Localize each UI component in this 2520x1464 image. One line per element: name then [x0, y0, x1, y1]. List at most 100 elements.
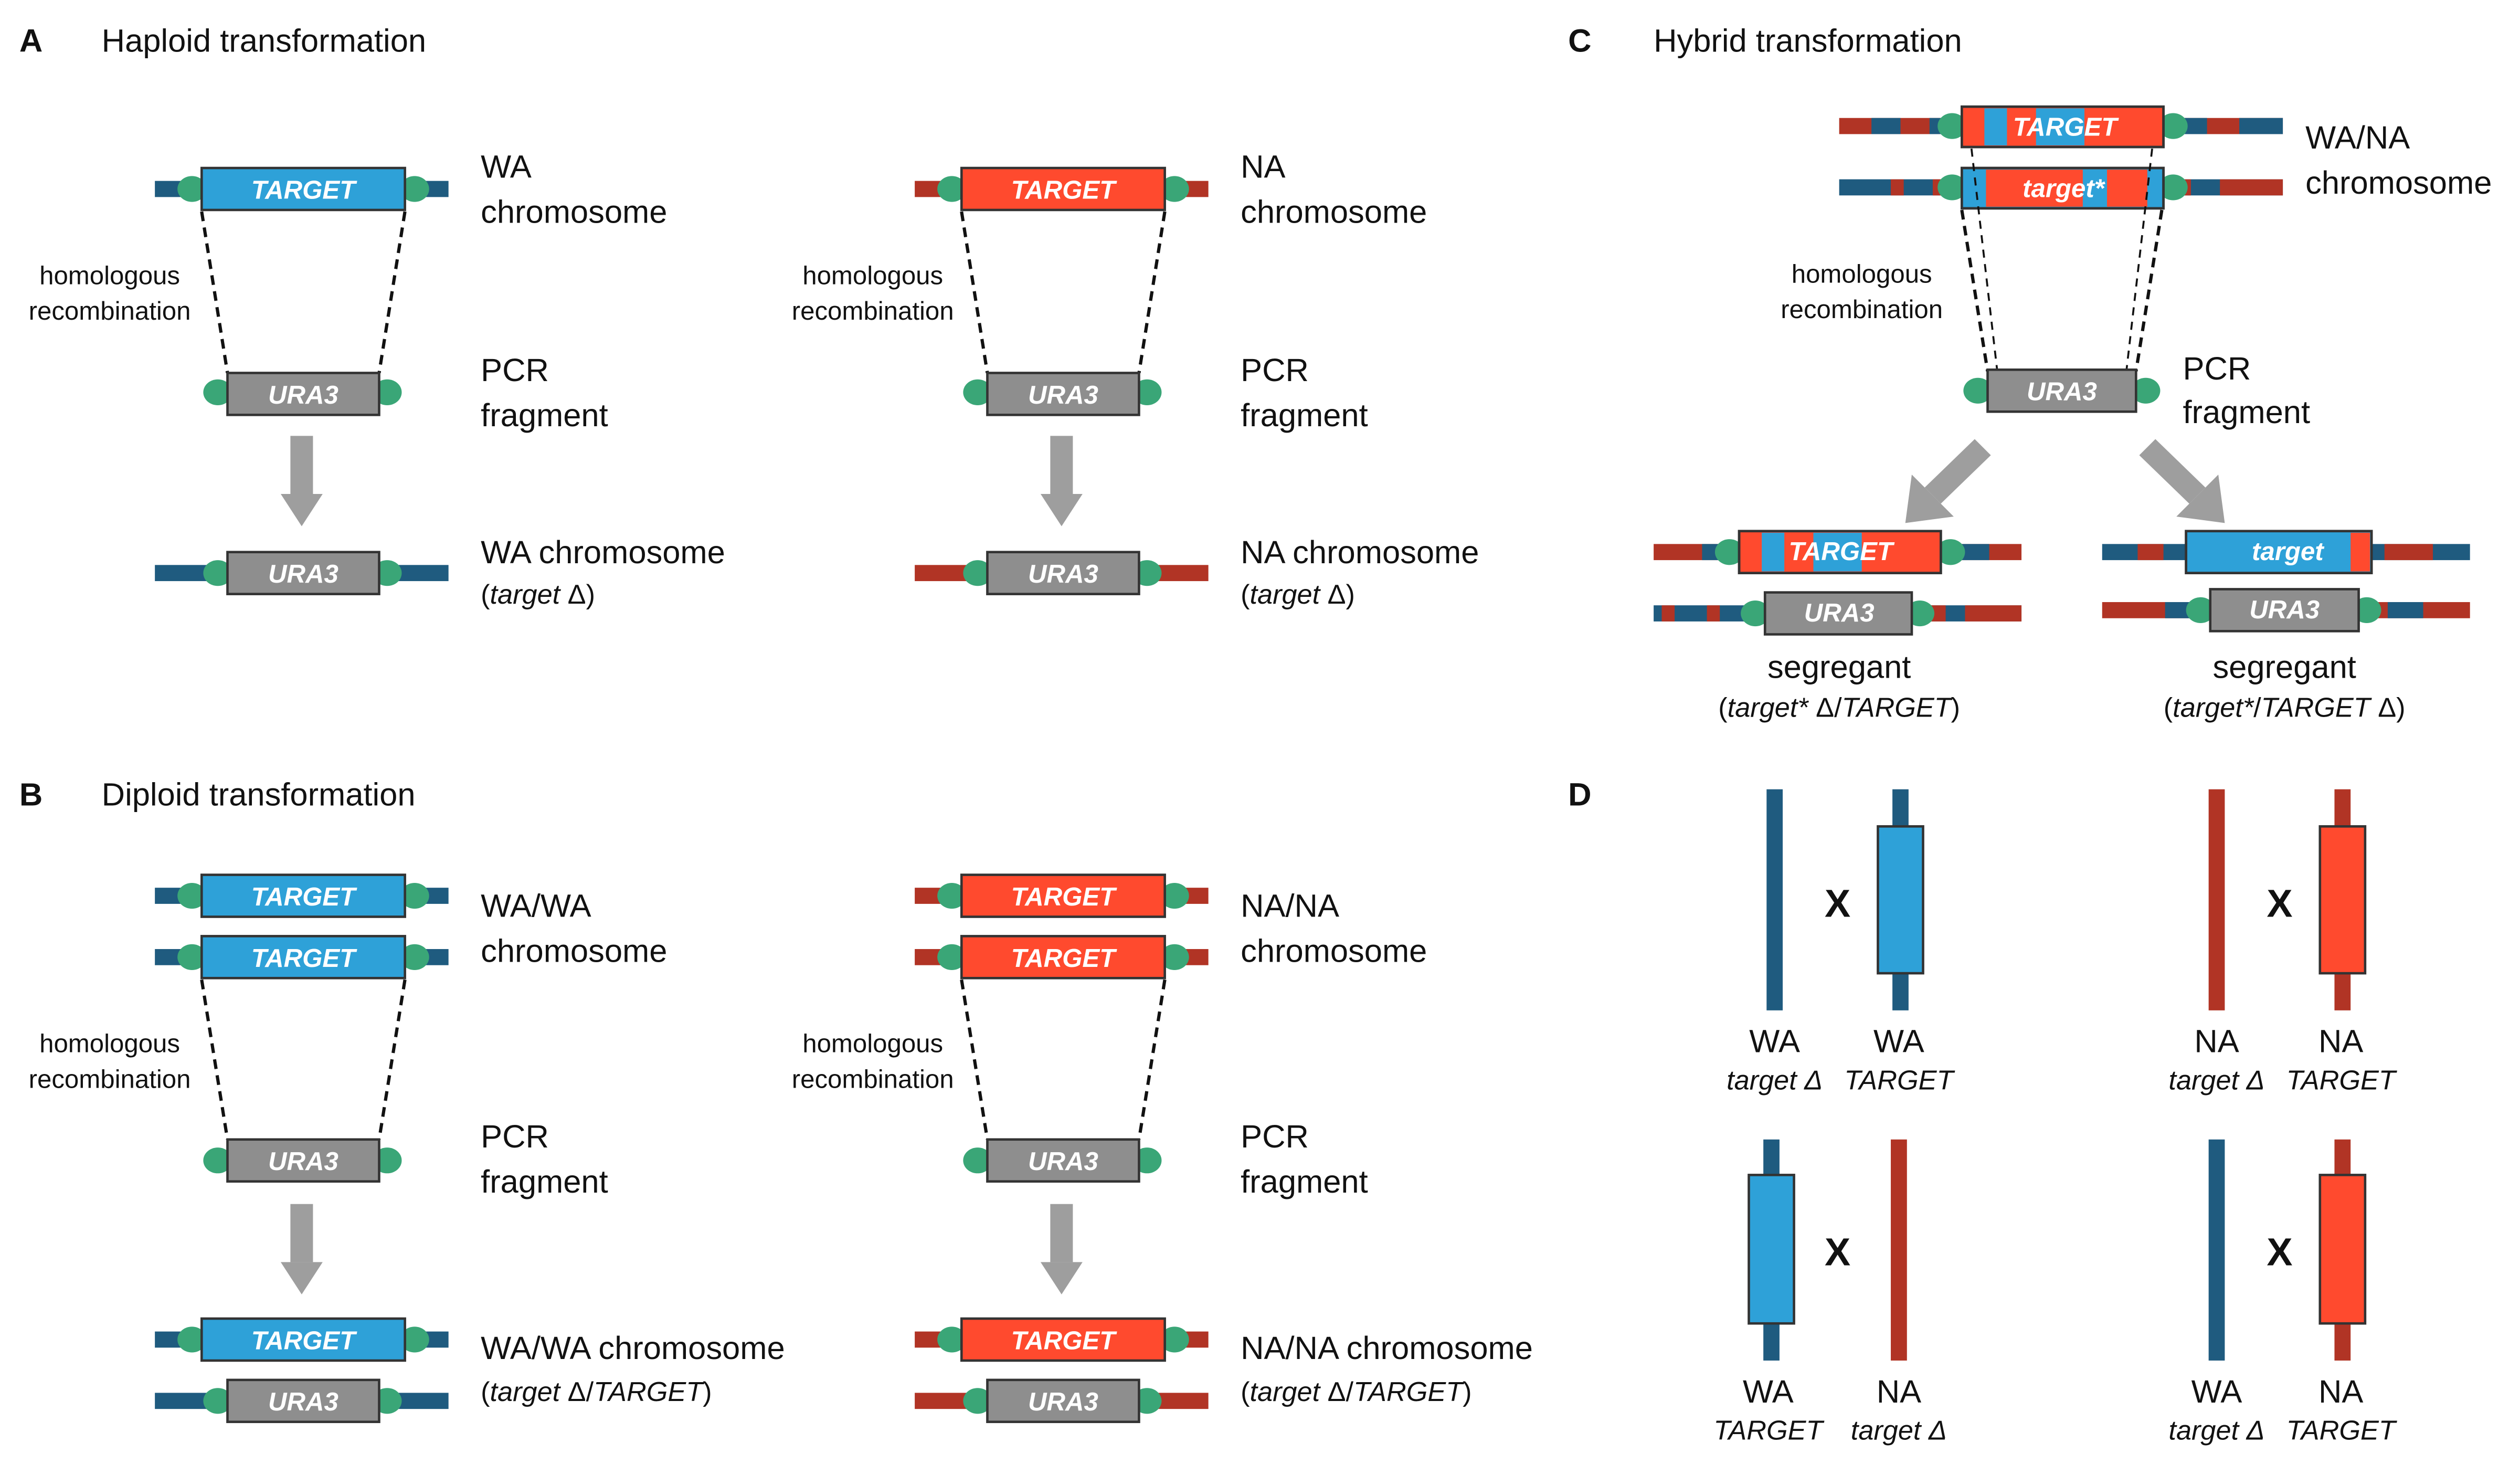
- genotype-target-upper: TARGET: [594, 1377, 704, 1407]
- arrow-head: [2176, 475, 2225, 523]
- na-target-gene: [960, 873, 1166, 918]
- na-target-gene: [960, 1317, 1166, 1362]
- na-target-gene: [960, 166, 1166, 212]
- na-target-chromosome: TARGET: [915, 166, 1209, 212]
- homology-cap-right: [2158, 174, 2188, 201]
- strain-label-na: NA: [2318, 1024, 2363, 1060]
- down-arrow: [280, 1204, 323, 1294]
- result-genotype: (target Δ): [481, 580, 595, 610]
- down-arrow: [1040, 436, 1083, 526]
- arrow-shaft: [290, 436, 313, 494]
- gene-label-ura3: URA3: [1028, 1147, 1098, 1176]
- na-chromosome-bar: [1891, 1139, 1907, 1361]
- genotype-part-4: Δ: [2378, 692, 2396, 723]
- gene-label-target: TARGET: [251, 1326, 357, 1355]
- genotype-target: target: [1250, 580, 1321, 610]
- gene-label-target: TARGET: [1011, 175, 1117, 204]
- na-target-gene: [960, 935, 1166, 979]
- pcr-fragment: URA3: [963, 1138, 1162, 1183]
- na-deleted-chromosome: URA3: [915, 551, 1209, 595]
- panel-a: A Haploid transformation TARGET WA chrom…: [19, 23, 1479, 610]
- panel-b-title: Diploid transformation: [102, 776, 416, 813]
- wa-gene-segment: [1984, 108, 2007, 146]
- arrow-shaft: [1050, 1204, 1073, 1262]
- gene-border: [2185, 530, 2373, 574]
- homology-cap-right: [1160, 1326, 1189, 1353]
- chromosome-label: chromosome: [481, 933, 667, 970]
- genotype-space: [560, 1377, 568, 1407]
- cross-wa-wa: X WA target Δ WA TARGET: [1727, 789, 1955, 1096]
- homology-cap-right: [400, 1326, 429, 1353]
- genotype-part-3: TARGET: [1842, 692, 1953, 723]
- na-label: NA: [1241, 149, 1285, 185]
- segregant-1-chromosome-top: TARGET: [1654, 530, 2022, 574]
- fragment-label: fragment: [1241, 397, 1368, 434]
- paren-close: ): [586, 580, 595, 610]
- result-genotype: (target Δ/TARGET): [481, 1377, 712, 1407]
- genotype-target-upper: TARGET: [2286, 1416, 2397, 1446]
- genotype-target: target: [490, 1377, 562, 1407]
- homology-cap-left: [1963, 377, 1993, 404]
- gene-label-target: TARGET: [251, 944, 357, 973]
- wa-chromosome-bar: [2208, 1139, 2225, 1361]
- ura3-gene: [986, 551, 1140, 595]
- recombination-dash-right: [377, 211, 407, 373]
- recombination-label: recombination: [792, 297, 954, 325]
- segregant-1-chromosome-bottom: URA3: [1654, 591, 2022, 636]
- genotype-target-upper: TARGET: [1844, 1065, 1955, 1096]
- wa-gene-segment: [2036, 108, 2084, 146]
- genotype-space: [1320, 1377, 1328, 1407]
- down-arrow: [280, 436, 323, 526]
- paren-close: ): [1346, 580, 1355, 610]
- fragment-label: fragment: [481, 1164, 608, 1200]
- gene-label-target: TARGET: [1011, 1326, 1117, 1355]
- genotype-target-upper: TARGET: [1713, 1416, 1824, 1446]
- na-segment: [1707, 605, 1720, 622]
- paren-close: ): [1951, 692, 1960, 723]
- genotype-target-delta: target Δ: [2168, 1065, 2264, 1096]
- genotype-delta: Δ: [568, 580, 586, 610]
- arrow-shaft: [290, 1204, 313, 1262]
- gene-border: [1738, 530, 1942, 574]
- segregant-1-genotype: (target* Δ/TARGET): [1718, 692, 1960, 723]
- panel-c-letter: C: [1568, 23, 1591, 59]
- gene-label-target: TARGET: [2013, 113, 2119, 142]
- strain-label-na: NA: [2318, 1374, 2363, 1410]
- paren-open: (: [1241, 580, 1250, 610]
- nana-result-label: NA/NA chromosome: [1241, 1330, 1533, 1366]
- homology-cap-right: [2158, 113, 2188, 139]
- genotype-part-3: TARGET: [2261, 692, 2372, 723]
- ura3-gene: [986, 1138, 1140, 1183]
- gene-label-target-star: target*: [2023, 174, 2106, 203]
- na-chromosome-bar: [2208, 789, 2225, 1010]
- panel-d: D X WA target Δ WA TARGET X NA target Δ …: [1568, 776, 2397, 1446]
- homologous-label: homologous: [1792, 259, 1932, 288]
- homology-cap-left: [937, 882, 967, 909]
- homology-cap-right: [400, 176, 429, 202]
- paren-open: (: [481, 580, 490, 610]
- homology-cap-right: [400, 882, 429, 909]
- na-segment: [1661, 605, 1675, 622]
- recombination-dash-left: [1960, 209, 1989, 372]
- arrow-down-right: [2139, 439, 2225, 523]
- recombination-dash-right: [1137, 979, 1167, 1140]
- paren-open: (: [2164, 692, 2173, 723]
- wa-target-gene: [200, 1317, 406, 1362]
- genotype-target-delta: target Δ: [2168, 1416, 2264, 1446]
- wawa-result-label: WA/WA chromosome: [481, 1330, 785, 1366]
- homology-cap-left: [203, 560, 232, 586]
- gene-label-target: TARGET: [1011, 944, 1117, 973]
- cross-symbol: X: [2267, 882, 2292, 925]
- pcr-fragment: URA3: [203, 372, 402, 416]
- homology-cap-left: [1937, 174, 1967, 201]
- ura3-gene: [1986, 368, 2137, 413]
- wa-segment: [2239, 118, 2283, 134]
- recombination-dash-right: [2134, 209, 2164, 372]
- chromosome-label: chromosome: [481, 194, 667, 230]
- wa-target-chromosome: TARGET: [155, 166, 449, 212]
- gene-label-ura3: URA3: [1028, 381, 1098, 409]
- recombination-dash-left: [200, 211, 229, 373]
- nana-result-chromosomes: TARGET URA3: [915, 1317, 1209, 1424]
- nana-label: NA/NA: [1241, 888, 1339, 924]
